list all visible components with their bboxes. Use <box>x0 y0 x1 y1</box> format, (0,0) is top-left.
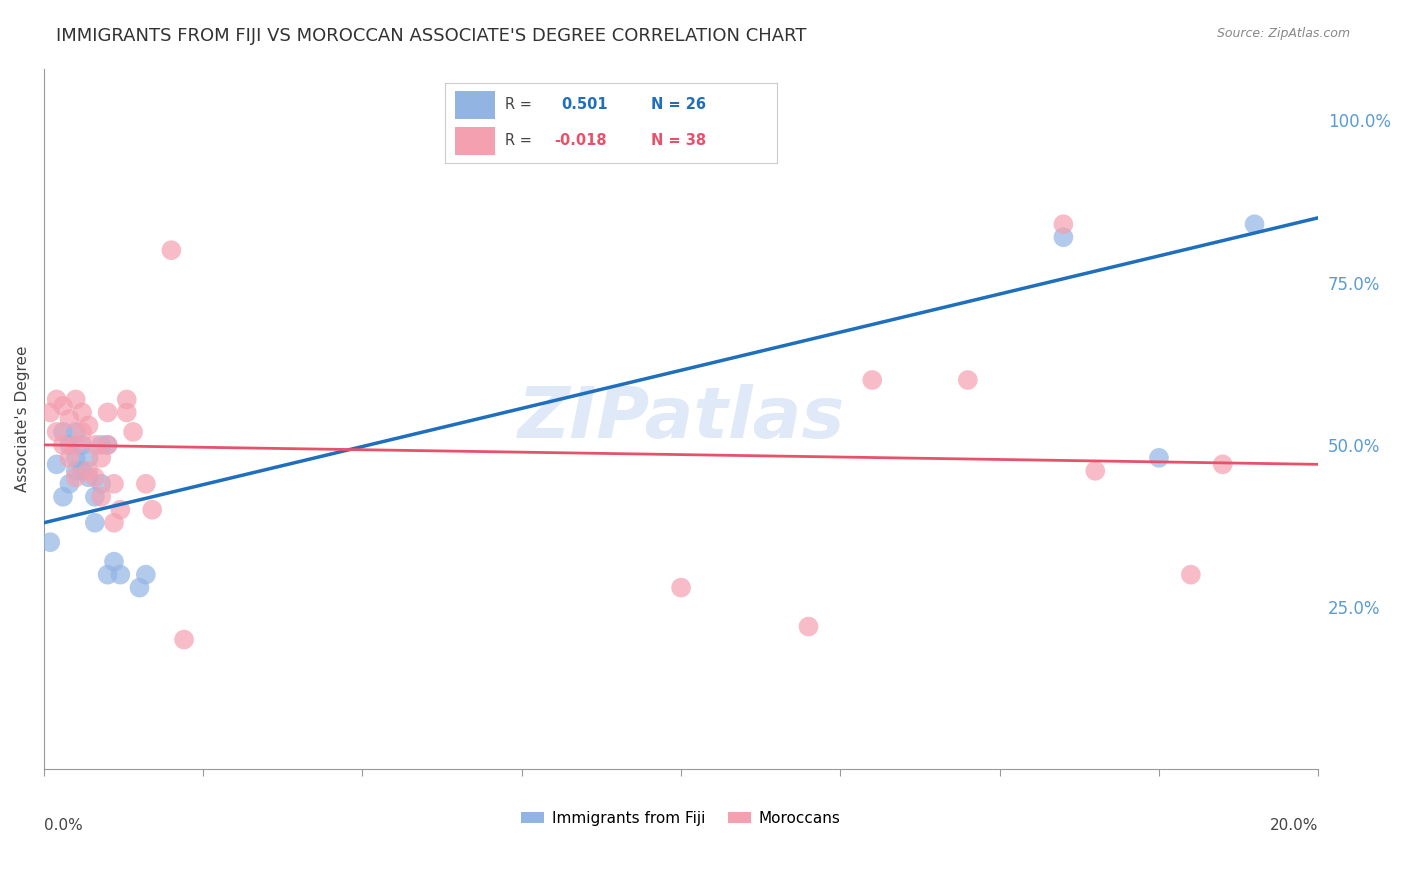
Point <box>39 535 62 549</box>
Point <box>103 476 125 491</box>
Point <box>70 464 93 478</box>
Point <box>128 581 150 595</box>
Point <box>70 438 93 452</box>
Point <box>141 502 163 516</box>
Point <box>103 555 125 569</box>
Point <box>70 425 93 439</box>
Legend: Immigrants from Fiji, Moroccans: Immigrants from Fiji, Moroccans <box>516 805 846 831</box>
Point <box>115 405 138 419</box>
Point <box>160 244 183 258</box>
Point <box>135 476 157 491</box>
Point <box>103 516 125 530</box>
Point <box>115 392 138 407</box>
Point <box>97 438 120 452</box>
Point <box>797 619 820 633</box>
Point <box>97 405 120 419</box>
Point <box>83 470 105 484</box>
Point <box>1084 464 1107 478</box>
Point <box>77 418 100 433</box>
Point <box>97 567 120 582</box>
Point <box>65 392 87 407</box>
Point <box>83 490 105 504</box>
Point <box>52 490 75 504</box>
Point <box>110 567 132 582</box>
Point <box>1052 230 1074 244</box>
Point <box>669 581 692 595</box>
Point <box>77 464 100 478</box>
Point <box>58 476 80 491</box>
Point <box>65 438 87 452</box>
Point <box>1212 458 1234 472</box>
Point <box>83 438 105 452</box>
Text: 20.0%: 20.0% <box>1270 818 1319 833</box>
Point <box>97 438 120 452</box>
Point <box>90 490 112 504</box>
Point <box>39 405 62 419</box>
Point <box>90 476 112 491</box>
Point <box>110 502 132 516</box>
Point <box>52 425 75 439</box>
Point <box>77 470 100 484</box>
Point <box>1180 567 1202 582</box>
Point <box>135 567 157 582</box>
Point <box>70 405 93 419</box>
Point <box>45 458 67 472</box>
Text: ZIPatlas: ZIPatlas <box>517 384 845 453</box>
Point <box>956 373 979 387</box>
Point <box>1052 217 1074 231</box>
Y-axis label: Associate's Degree: Associate's Degree <box>15 346 30 492</box>
Point <box>45 425 67 439</box>
Point <box>83 516 105 530</box>
Point <box>860 373 883 387</box>
Point <box>122 425 145 439</box>
Point <box>58 412 80 426</box>
Point <box>58 450 80 465</box>
Point <box>90 438 112 452</box>
Point <box>90 450 112 465</box>
Point <box>1147 450 1170 465</box>
Point <box>45 392 67 407</box>
Point <box>52 399 75 413</box>
Point <box>65 450 87 465</box>
Point <box>65 470 87 484</box>
Text: 0.0%: 0.0% <box>44 818 83 833</box>
Point <box>1243 217 1265 231</box>
Point <box>65 464 87 478</box>
Point <box>52 438 75 452</box>
Point <box>77 450 100 465</box>
Point <box>58 438 80 452</box>
Text: IMMIGRANTS FROM FIJI VS MOROCCAN ASSOCIATE'S DEGREE CORRELATION CHART: IMMIGRANTS FROM FIJI VS MOROCCAN ASSOCIA… <box>56 27 807 45</box>
Point <box>65 425 87 439</box>
Text: Source: ZipAtlas.com: Source: ZipAtlas.com <box>1216 27 1350 40</box>
Point <box>173 632 195 647</box>
